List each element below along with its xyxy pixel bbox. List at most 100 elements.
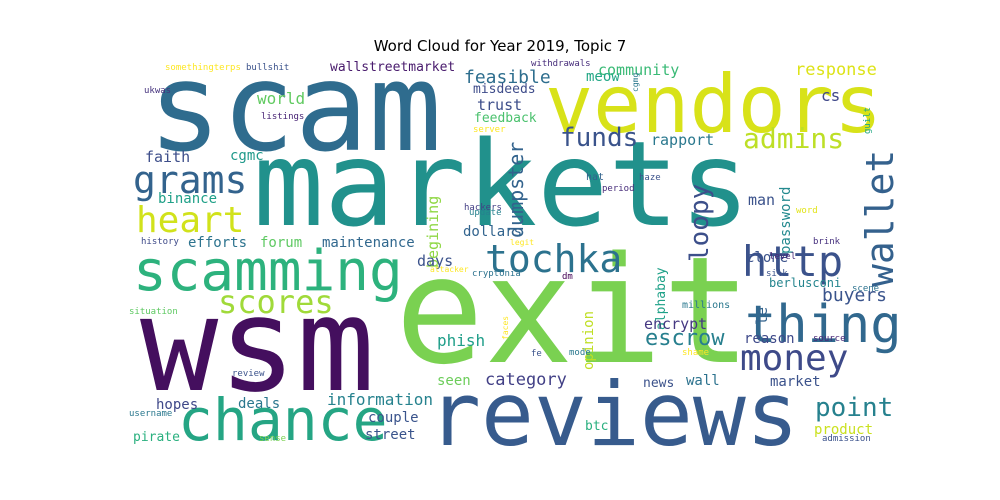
word-exit: exit [395, 225, 751, 397]
word-history: history [141, 237, 180, 247]
word-reviews: reviews [428, 363, 799, 466]
word-market: market [770, 374, 821, 390]
word-opinion: opinion [581, 311, 597, 370]
word-news: news [643, 376, 674, 391]
word-haze: haze [639, 173, 661, 183]
word-btc: btc [585, 419, 608, 434]
word-silk: silk [766, 269, 788, 279]
word-listings: listings [261, 112, 304, 122]
word-berlusconi: berlusconi [769, 276, 841, 290]
word-tochka: tochka [485, 237, 622, 281]
word-loopy: loopy [685, 184, 715, 262]
word-meow: meow [586, 69, 620, 85]
word-misdeeds: misdeeds [473, 82, 536, 97]
word-scamming: scamming [133, 239, 403, 304]
word-encrypt: encrypt [644, 315, 707, 333]
word-point: point [815, 393, 893, 423]
word-man: man [748, 191, 775, 209]
word-admission: admission [822, 434, 871, 444]
word-review: review [232, 369, 265, 379]
word-begining: begining [424, 196, 442, 268]
word-cgmg: cgmg [631, 73, 640, 92]
word-wall: wall [686, 373, 720, 389]
word-somethingterps: somethingterps [165, 63, 241, 73]
word-guilt: guilt [863, 107, 873, 134]
word-hackers: hackers [464, 203, 502, 213]
word-mode: mode [569, 348, 591, 358]
word-response: response [795, 60, 877, 80]
word-markets: markets [253, 115, 750, 253]
word-withdrawals: withdrawals [531, 59, 591, 69]
word-feasible: feasible [464, 67, 551, 88]
word-efforts: efforts [188, 235, 247, 251]
word-rapport: rapport [651, 131, 714, 149]
word-vendors: vendors [545, 58, 882, 151]
word-thing: thing [745, 295, 902, 355]
word-hopes: hopes [156, 397, 198, 413]
word-shame: shame [682, 348, 709, 358]
word-update: update [469, 208, 502, 218]
word-wallstreetmarket: wallstreetmarket [330, 60, 455, 75]
word-period: period [602, 184, 635, 194]
word-buyers: buyers [822, 285, 887, 306]
word-admins: admins [743, 122, 844, 155]
word-sense: sense [259, 434, 286, 444]
word-information: information [327, 390, 433, 409]
word-dollars: dollars [463, 224, 522, 240]
word-password: password [778, 187, 794, 254]
word-maintenance: maintenance [322, 235, 415, 251]
word-escrow: escrow [645, 326, 725, 351]
word-brink: brink [813, 237, 841, 247]
word-bullshit: bullshit [246, 63, 289, 73]
word-deals: deals [238, 396, 280, 412]
word-reason: reason [744, 331, 795, 347]
word-http: http [742, 237, 843, 286]
word-cs: cs [821, 86, 840, 105]
word-faith: faith [145, 148, 190, 166]
word-cgmc: cgmc [230, 148, 264, 164]
word-fe: fe [531, 349, 542, 359]
word-clone: clone [746, 250, 788, 266]
word-feedback: feedback [474, 111, 537, 126]
word-wsm: wsm [140, 269, 375, 421]
word-username: username [129, 409, 172, 419]
word-ukwas: ukwas [144, 86, 171, 96]
word-forum: forum [260, 235, 302, 251]
word-attacker: attacker [430, 265, 469, 274]
chart-title: Word Cloud for Year 2019, Topic 7 [373, 37, 627, 55]
word-binance: binance [158, 191, 217, 207]
word-dumpster: dumpster [504, 142, 528, 238]
word-seen: seen [437, 373, 471, 389]
word-le: le [753, 307, 771, 325]
word-couple: couple [368, 410, 419, 426]
word-scam: scam [148, 37, 442, 179]
word-faces: faces [501, 316, 510, 340]
word-scene: scene [852, 284, 879, 294]
word-product: product [814, 422, 873, 438]
word-category: category [485, 370, 567, 390]
word-server: server [473, 125, 506, 135]
word-alphabay: alphabay [654, 267, 669, 330]
word-level: level [769, 252, 796, 262]
word-trust: trust [477, 96, 522, 114]
word-funds: funds [560, 123, 638, 153]
word-world: world [257, 89, 305, 108]
word-source: source [813, 334, 846, 344]
word-money: money [740, 338, 848, 379]
word-chance: chance [178, 386, 388, 454]
word-situation: situation [129, 307, 178, 317]
word-scores: scores [218, 283, 334, 321]
word-word: word [796, 206, 818, 216]
word-dm: dm [562, 272, 573, 282]
word-hat: hat [586, 172, 604, 183]
word-pirate: pirate [133, 430, 180, 445]
word-days: days [417, 252, 453, 270]
word-community: community [598, 61, 679, 79]
word-millions: millions [682, 300, 730, 311]
word-street: street [365, 427, 416, 443]
word-heart: heart [136, 200, 244, 241]
word-phish: phish [437, 331, 485, 350]
word-wallet: wallet [858, 150, 902, 287]
